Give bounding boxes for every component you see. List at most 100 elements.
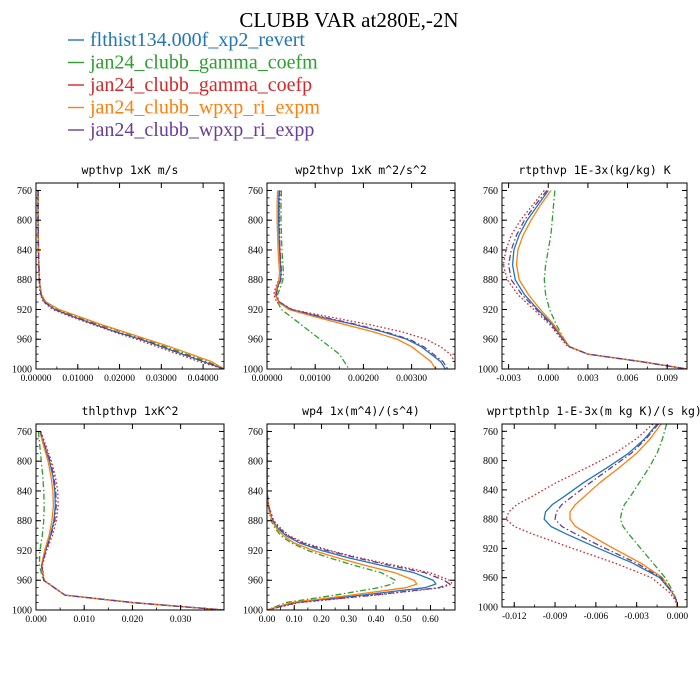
y-tick-label: 800 bbox=[483, 456, 498, 467]
y-tick-label: 800 bbox=[483, 216, 498, 227]
x-tick-label: 0.003 bbox=[577, 374, 599, 384]
y-tick-label: 1000 bbox=[478, 603, 498, 614]
y-tick-label: 800 bbox=[17, 216, 32, 227]
series-line-3 bbox=[37, 190, 224, 369]
panel-grid: wpthvp 1xK m/s76080084088092096010000.00… bbox=[12, 163, 700, 625]
x-tick-label: 0.000 bbox=[25, 615, 47, 625]
series-line-3 bbox=[273, 190, 455, 369]
x-tick-label: 0.006 bbox=[617, 374, 639, 384]
y-tick-label: 1000 bbox=[12, 365, 32, 376]
plot-frame bbox=[35, 182, 225, 370]
y-tick-label: 840 bbox=[483, 245, 498, 256]
y-tick-label: 1000 bbox=[478, 365, 498, 376]
legend: flthist134.000f_xp2_revertjan24_clubb_ga… bbox=[68, 29, 320, 141]
series-line-2 bbox=[37, 431, 224, 610]
x-tick-label: -0.006 bbox=[584, 612, 609, 622]
series-line-1 bbox=[37, 190, 224, 369]
plot-frame bbox=[266, 423, 456, 611]
series-line-4 bbox=[37, 190, 224, 369]
x-tick-label: 0.009 bbox=[656, 374, 678, 384]
series-line-5 bbox=[37, 190, 224, 369]
legend-label: jan24_clubb_wpxp_ri_expp bbox=[89, 119, 314, 141]
x-tick-label: 0.020 bbox=[122, 615, 144, 625]
panel-5: wp4 1x(m^4)/(s^4)76080084088092096010000… bbox=[243, 404, 456, 625]
y-tick-label: 960 bbox=[248, 335, 263, 346]
y-tick-label: 800 bbox=[248, 216, 263, 227]
x-tick-label: 0.04000 bbox=[188, 374, 219, 384]
series-line-4 bbox=[39, 431, 224, 610]
x-tick-label: 0.03000 bbox=[146, 374, 177, 384]
y-tick-label: 760 bbox=[17, 427, 32, 438]
y-tick-label: 960 bbox=[248, 576, 263, 587]
y-tick-label: 960 bbox=[17, 335, 32, 346]
series-line-4 bbox=[569, 424, 679, 607]
y-tick-label: 760 bbox=[483, 186, 498, 197]
legend-label: flthist134.000f_xp2_revert bbox=[90, 29, 305, 51]
x-tick-label: 0.30 bbox=[340, 615, 357, 625]
series-line-5 bbox=[267, 431, 451, 610]
series-line-3 bbox=[502, 190, 687, 369]
panel-4: thlpthvp 1xK^2 760 800 840 880 920 960 10000.00… bbox=[12, 404, 225, 625]
legend-entry: jan24_clubb_wpxp_ri_expp bbox=[68, 119, 314, 141]
x-tick-label: 0.000 bbox=[667, 612, 689, 622]
series-line-3 bbox=[267, 431, 453, 610]
panel-title: wp4 1x(m^4)/(s^4) bbox=[302, 404, 420, 418]
y-tick-label: 880 bbox=[483, 515, 498, 526]
x-tick-label: 0.00100 bbox=[300, 374, 331, 384]
panel-title: wp2thvp 1xK m^2/s^2 bbox=[295, 163, 427, 177]
series-line-3 bbox=[40, 431, 224, 610]
legend-entry: jan24_clubb_wpxp_ri_expm bbox=[68, 97, 320, 119]
panel-title: wprtpthlp 1-E-3x(m kg K)/(s kg) bbox=[487, 404, 700, 418]
y-tick-label: 960 bbox=[483, 335, 498, 346]
x-tick-label: 0.010 bbox=[74, 615, 96, 625]
series-line-5 bbox=[39, 431, 224, 610]
series-line-1 bbox=[267, 431, 437, 610]
legend-entry: flthist134.000f_xp2_revert bbox=[68, 29, 305, 51]
y-tick-label: 920 bbox=[248, 546, 263, 557]
y-tick-label: 920 bbox=[17, 546, 32, 557]
x-tick-label: -0.009 bbox=[543, 612, 568, 622]
x-tick-label: 0.00200 bbox=[348, 374, 379, 384]
series-line-1 bbox=[543, 424, 679, 607]
x-tick-label: -0.003 bbox=[496, 374, 521, 384]
y-tick-label: 760 bbox=[483, 427, 498, 438]
y-tick-label: 880 bbox=[483, 275, 498, 286]
legend-entry: jan24_clubb_gamma_coefp bbox=[68, 74, 312, 96]
x-tick-label: 0.000 bbox=[538, 374, 560, 384]
y-tick-label: 840 bbox=[17, 245, 32, 256]
y-tick-label: 840 bbox=[483, 485, 498, 496]
y-tick-label: 920 bbox=[248, 305, 263, 316]
series-line-5 bbox=[275, 190, 449, 369]
legend-label: jan24_clubb_wpxp_ri_expm bbox=[89, 97, 320, 119]
panel-title: thlpthvp 1xK^2 bbox=[82, 404, 179, 418]
series-line-3 bbox=[505, 424, 679, 607]
y-tick-label: 920 bbox=[483, 305, 498, 316]
panel-6: wprtpthlp 1-E-3x(m kg K)/(s kg) 760 800 840… bbox=[478, 404, 700, 622]
plot-frame bbox=[266, 182, 456, 370]
y-tick-label: 760 bbox=[248, 427, 263, 438]
x-tick-label: 0.10 bbox=[286, 615, 303, 625]
x-tick-label: 0.01000 bbox=[62, 374, 93, 384]
panel-3: rtpthvp 1E-3x(kg/kg) K 760 800 840 880 920 960… bbox=[478, 163, 688, 384]
series-line-4 bbox=[515, 190, 687, 369]
y-tick-label: 960 bbox=[483, 573, 498, 584]
legend-label: jan24_clubb_gamma_coefm bbox=[89, 52, 318, 74]
panel-1: wpthvp 1xK m/s 760 800 840 880 920 960 10000.00… bbox=[12, 163, 225, 384]
y-tick-label: 920 bbox=[483, 544, 498, 555]
x-tick-label: 0.60 bbox=[422, 615, 439, 625]
x-tick-label: 0.40 bbox=[368, 615, 385, 625]
x-tick-label: 0.02000 bbox=[104, 374, 135, 384]
y-tick-label: 880 bbox=[248, 275, 263, 286]
series-line-2 bbox=[267, 431, 396, 610]
panel-2: wp2thvp 1xK m^2/s^2 760 800 840 880 920 960 100… bbox=[243, 163, 456, 384]
series-line-4 bbox=[274, 190, 437, 369]
y-tick-label: 1000 bbox=[243, 365, 263, 376]
series-line-4 bbox=[267, 431, 418, 610]
series-line-5 bbox=[554, 424, 679, 607]
panel-title: rtpthvp 1E-3x(kg/kg) K bbox=[518, 163, 670, 177]
y-tick-label: 920 bbox=[17, 305, 32, 316]
legend-entry: jan24_clubb_gamma_coefm bbox=[68, 52, 318, 74]
y-tick-label: 960 bbox=[17, 576, 32, 587]
y-tick-label: 1000 bbox=[12, 606, 32, 617]
